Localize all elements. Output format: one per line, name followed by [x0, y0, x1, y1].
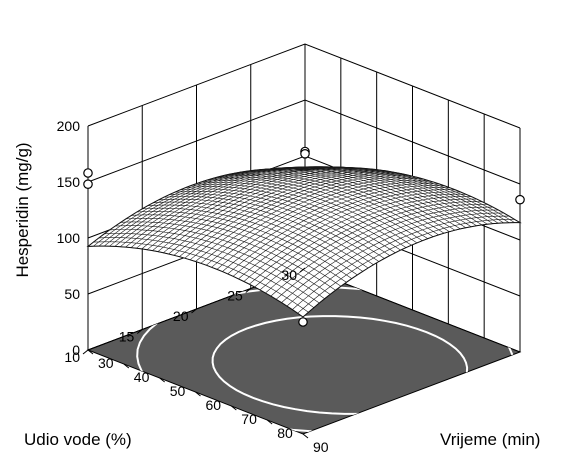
z-tick-label: 150	[57, 174, 81, 190]
y-tick-label: 20	[173, 308, 189, 324]
x-tick-label: 40	[134, 369, 150, 385]
surface-mesh-line	[147, 204, 363, 272]
y-tick-mark	[82, 349, 89, 355]
x-tick-label: 90	[313, 439, 329, 455]
surface-mesh-line	[196, 182, 412, 246]
x-tick-mark	[87, 349, 94, 355]
surface-mesh-line	[109, 229, 325, 299]
x-tick-mark	[302, 433, 309, 439]
surface-mesh-line	[272, 166, 488, 225]
surface-mesh-line	[153, 201, 369, 269]
design-point-3	[515, 194, 525, 205]
x-tick-mark	[123, 363, 130, 369]
surface-mesh-line	[120, 221, 336, 291]
surface-mesh-line	[125, 218, 342, 287]
y-tick-label: 30	[281, 267, 297, 283]
surface-mesh-line	[163, 196, 380, 262]
y-tick-mark	[245, 288, 252, 293]
surface-mesh-line	[201, 180, 418, 244]
x-tick-mark	[231, 405, 237, 411]
surface-mesh-line	[223, 173, 439, 236]
y-tick-mark	[299, 267, 306, 273]
surface-mesh-line	[234, 171, 450, 232]
x-tick-mark	[195, 391, 201, 397]
z-tick-label: 0	[72, 342, 80, 358]
design-point-6	[298, 317, 308, 327]
surface-mesh-line	[256, 167, 472, 227]
tick-labels: 0 50 100 150 200 10 15 20 25 30 30 40 50 60 70 80 90	[57, 118, 329, 455]
surface-mesh-line	[115, 225, 331, 295]
x-tick-mark	[159, 377, 165, 383]
design-point-2	[300, 149, 310, 159]
surface-mesh-line	[212, 176, 428, 239]
gridline-z	[87, 43, 521, 129]
z-axis-title: Hesperidin (mg/g)	[13, 142, 32, 277]
surface-mesh-line	[250, 168, 466, 228]
x-tick-label: 80	[277, 425, 293, 441]
surface-mesh-line	[277, 166, 494, 224]
surface-mesh-line	[229, 172, 445, 234]
surface-mesh-line	[261, 167, 477, 226]
y-tick-label: 15	[119, 329, 135, 345]
design-points	[83, 146, 525, 327]
surface-mesh-line	[169, 193, 385, 259]
z-tick-label: 100	[57, 230, 81, 246]
x-tick-label: 60	[206, 397, 222, 413]
surface-mesh-line	[180, 188, 396, 254]
surface-mesh-line	[158, 198, 374, 265]
x-tick-mark	[266, 419, 273, 425]
surface-mesh-line	[239, 170, 456, 231]
surface-mesh-line	[185, 186, 401, 251]
x-tick-label: 30	[98, 355, 114, 371]
surface-mesh-line	[191, 184, 407, 248]
surface-mesh-line	[93, 241, 309, 313]
z-tick-label: 50	[64, 286, 80, 302]
x-tick-label: 50	[170, 383, 186, 399]
surface-mesh-line	[136, 211, 352, 279]
y-tick-mark	[136, 329, 143, 334]
surface-mesh-line	[142, 207, 358, 276]
response-surface	[86, 166, 522, 318]
y-axis-title: Udio vode (%)	[24, 430, 132, 449]
y-tick-mark	[191, 308, 197, 314]
surface-mesh-line	[207, 178, 423, 241]
surface-mesh-line	[218, 175, 434, 237]
x-tick-label: 70	[241, 411, 257, 427]
y-tick-label: 25	[227, 288, 243, 304]
surface-mesh-line	[174, 191, 390, 256]
surface-mesh-line	[104, 233, 320, 304]
surface-mesh-line	[131, 214, 347, 283]
y-tick-label: 10	[64, 349, 80, 365]
design-point-5	[83, 179, 93, 189]
surface-mesh-line	[245, 169, 461, 230]
design-point-4	[83, 168, 93, 178]
x-axis-title: Vrijeme (min)	[440, 430, 540, 449]
surface-mesh-line	[266, 166, 483, 226]
surface-mesh-line	[87, 245, 304, 318]
surface-mesh-line	[98, 237, 315, 308]
contour-line-1	[211, 315, 469, 415]
z-tick-label: 200	[57, 118, 81, 134]
